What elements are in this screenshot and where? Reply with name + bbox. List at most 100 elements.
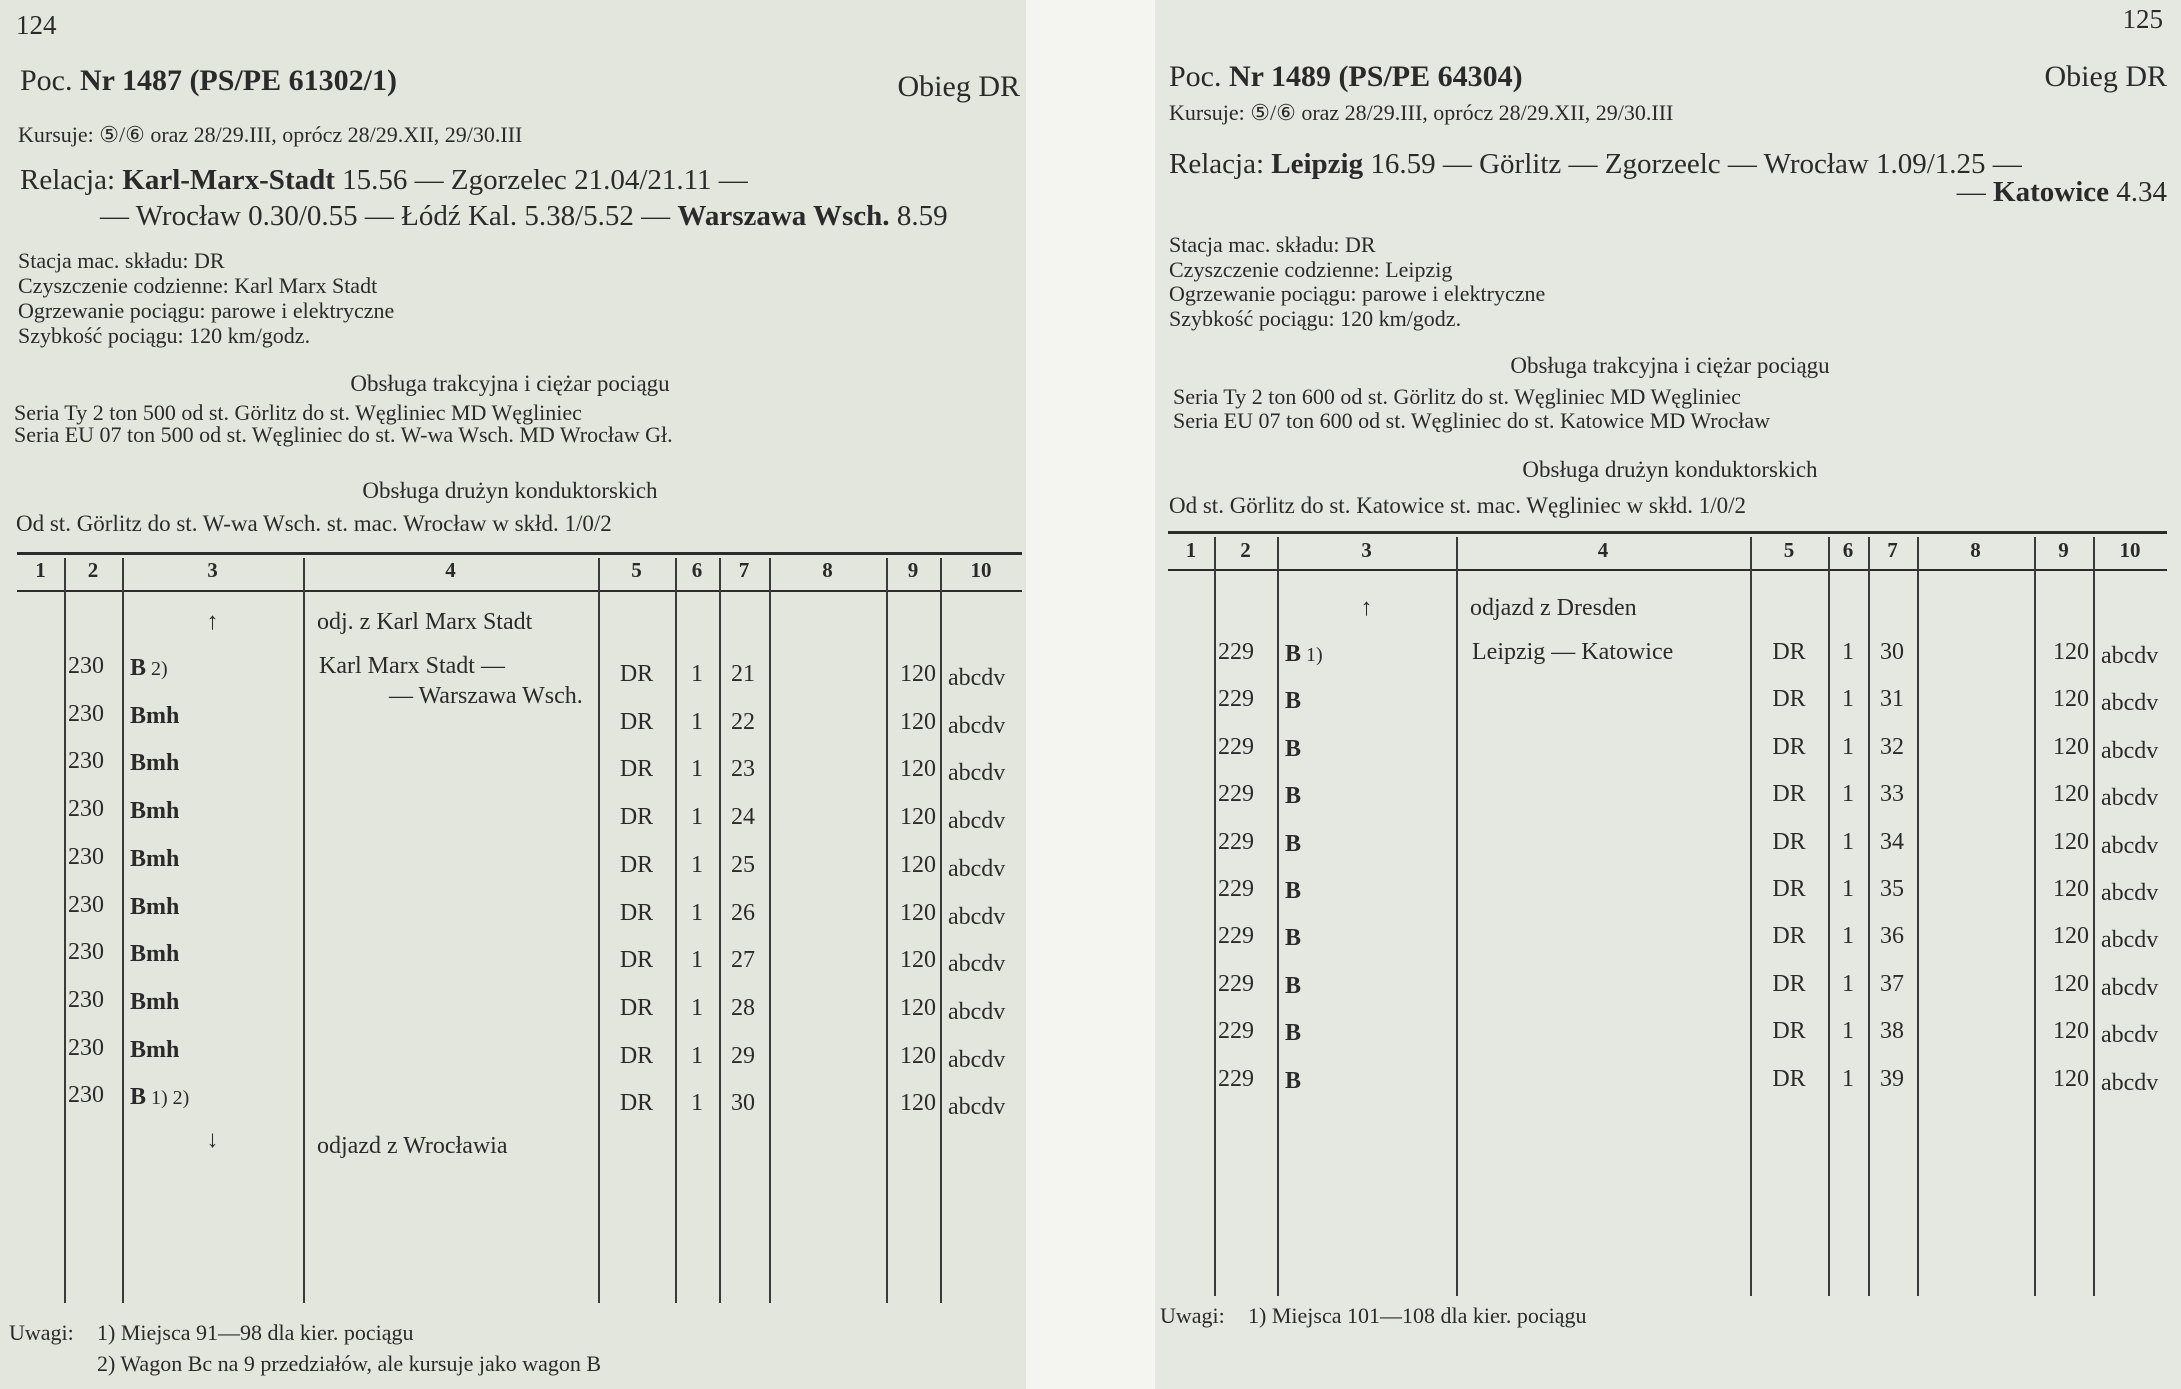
speed: 120 bbox=[900, 947, 936, 974]
class: 1 bbox=[691, 947, 703, 974]
crew-heading: Obsługa drużyn konduktorskich bbox=[1522, 457, 1818, 482]
owner: DR bbox=[619, 1042, 654, 1069]
speed: 120 bbox=[2053, 876, 2089, 902]
car-sequence: 31 bbox=[1880, 686, 1904, 713]
car-type: B bbox=[1285, 1021, 1301, 1045]
column-header: 2 bbox=[87, 558, 99, 582]
car-type-code: B bbox=[1285, 1067, 1302, 1094]
car-type: Bmh bbox=[130, 1038, 179, 1062]
equipment: abcdv bbox=[948, 712, 1006, 739]
train-number: Nr 1487 (PS/PE 61302/1) bbox=[80, 64, 397, 97]
column-separator bbox=[675, 558, 677, 1303]
car-type: B 2) bbox=[130, 656, 168, 680]
start-note: odjazd z Dresden bbox=[1470, 595, 1637, 621]
right-page: 125 Poc. Nr 1489 (PS/PE 64304) Obieg DR Kur… bbox=[1155, 0, 2181, 1389]
speed: 120 bbox=[2053, 923, 2089, 950]
car-number: 229 bbox=[1218, 1065, 1254, 1092]
car-type: B bbox=[1285, 974, 1301, 998]
notes-label: Uwagi: bbox=[9, 1320, 74, 1345]
class: 1 bbox=[691, 708, 703, 735]
equipment: abcdv bbox=[2101, 690, 2159, 717]
class: 1 bbox=[1842, 923, 1854, 950]
equipment: abcdv bbox=[2101, 737, 2159, 764]
column-header: 5 bbox=[631, 558, 642, 582]
car-number: 230 bbox=[68, 843, 104, 870]
table-top-rule bbox=[1168, 531, 2167, 534]
class: 1 bbox=[1842, 876, 1854, 902]
class: 1 bbox=[1842, 639, 1854, 665]
column-separator bbox=[1277, 537, 1279, 1296]
crew-heading: Obsługa drużyn konduktorskich bbox=[362, 478, 658, 503]
equipment: abcdv bbox=[948, 760, 1006, 787]
equipment: abcdv bbox=[948, 1046, 1006, 1073]
relacja-segment: Leipzig bbox=[1271, 148, 1364, 180]
column-header: 9 bbox=[2058, 538, 2069, 562]
owner: DR bbox=[619, 756, 654, 783]
start-note: odj. z Karl Marx Stadt bbox=[317, 609, 533, 635]
kursuje-line: Kursuje: ⑤/⑥ oraz 28/29.III, oprócz 28/2… bbox=[1169, 100, 1674, 125]
train-number: Nr 1489 (PS/PE 64304) bbox=[1229, 60, 1523, 93]
car-number: 229 bbox=[1218, 639, 1254, 665]
car-number: 230 bbox=[68, 939, 104, 966]
car-number: 229 bbox=[1218, 733, 1254, 760]
relacja-line: Relacja: Karl-Marx-Stadt 15.56 — Zgorzel… bbox=[20, 166, 748, 195]
owner: DR bbox=[1772, 1018, 1806, 1045]
car-number: 230 bbox=[68, 653, 104, 679]
info-line: Ogrzewanie pociągu: parowe i elektryczne bbox=[18, 298, 395, 323]
column-separator bbox=[769, 558, 771, 1303]
car-type: Bmh bbox=[130, 895, 179, 919]
traction-line: Seria EU 07 ton 600 od st. Węgliniec do … bbox=[1173, 408, 1771, 433]
column-header: 3 bbox=[207, 558, 218, 582]
relacja-line: Relacja: Leipzig 16.59 — Görlitz — Zgorz… bbox=[1169, 150, 2022, 179]
column-header: 1 bbox=[1185, 538, 1197, 562]
car-type-code: Bmh bbox=[130, 1036, 180, 1063]
car-type-code: B bbox=[1285, 878, 1302, 904]
info-line: Ogrzewanie pociągu: parowe i elektryczne bbox=[1169, 281, 1546, 306]
column-header: 4 bbox=[445, 558, 456, 582]
car-number: 229 bbox=[1218, 923, 1254, 950]
car-sequence: 32 bbox=[1880, 733, 1904, 760]
car-type-code: B bbox=[1285, 1020, 1302, 1047]
owner: DR bbox=[1772, 1065, 1806, 1092]
owner: DR bbox=[619, 661, 654, 687]
class: 1 bbox=[1842, 686, 1854, 713]
car-sequence: 21 bbox=[731, 661, 755, 687]
car-type-code: Bmh bbox=[130, 702, 180, 729]
equipment: abcdv bbox=[2101, 927, 2159, 954]
speed: 120 bbox=[900, 899, 936, 926]
car-number: 229 bbox=[1218, 828, 1254, 855]
owner: DR bbox=[619, 804, 654, 831]
column-separator bbox=[1750, 537, 1752, 1296]
relacja-line: — Katowice 4.34 bbox=[1957, 178, 2167, 207]
car-sequence: 33 bbox=[1880, 781, 1904, 808]
owner: DR bbox=[619, 851, 654, 878]
traction-line: Seria Ty 2 ton 600 od st. Görlitz do st.… bbox=[1173, 384, 1741, 409]
note-line: 2) Wagon Bc na 9 przedziałów, ale kursuj… bbox=[97, 1351, 602, 1376]
column-separator bbox=[303, 558, 305, 1303]
speed: 120 bbox=[900, 661, 936, 687]
car-sequence: 28 bbox=[731, 994, 755, 1021]
column-header: 10 bbox=[970, 558, 992, 582]
column-header: 10 bbox=[2119, 538, 2141, 562]
speed: 120 bbox=[900, 708, 936, 735]
car-type-note: 1) 2) bbox=[146, 1087, 190, 1110]
train-title: Poc. Nr 1487 (PS/PE 61302/1) bbox=[20, 66, 397, 96]
equipment: abcdv bbox=[948, 1094, 1006, 1121]
class: 1 bbox=[691, 1042, 703, 1069]
title-prefix: Poc. bbox=[20, 64, 80, 97]
page-number: 124 bbox=[16, 10, 57, 40]
car-number: 229 bbox=[1218, 876, 1254, 902]
column-header: 1 bbox=[35, 558, 46, 582]
info-line: Szybkość pociągu: 120 km/godz. bbox=[18, 323, 311, 348]
car-sequence: 25 bbox=[731, 851, 755, 878]
car-number: 230 bbox=[68, 891, 104, 918]
column-separator bbox=[1917, 537, 1919, 1296]
relacja-segment: Relacja: bbox=[20, 164, 123, 196]
car-type: B bbox=[1285, 832, 1301, 856]
page-number: 125 bbox=[2122, 4, 2164, 34]
owner: DR bbox=[1772, 970, 1806, 997]
speed: 120 bbox=[900, 804, 936, 831]
route-text: — Warszawa Wsch. bbox=[389, 683, 583, 709]
car-type-note: 1) bbox=[1301, 644, 1323, 666]
car-type-code: Bmh bbox=[130, 798, 180, 825]
